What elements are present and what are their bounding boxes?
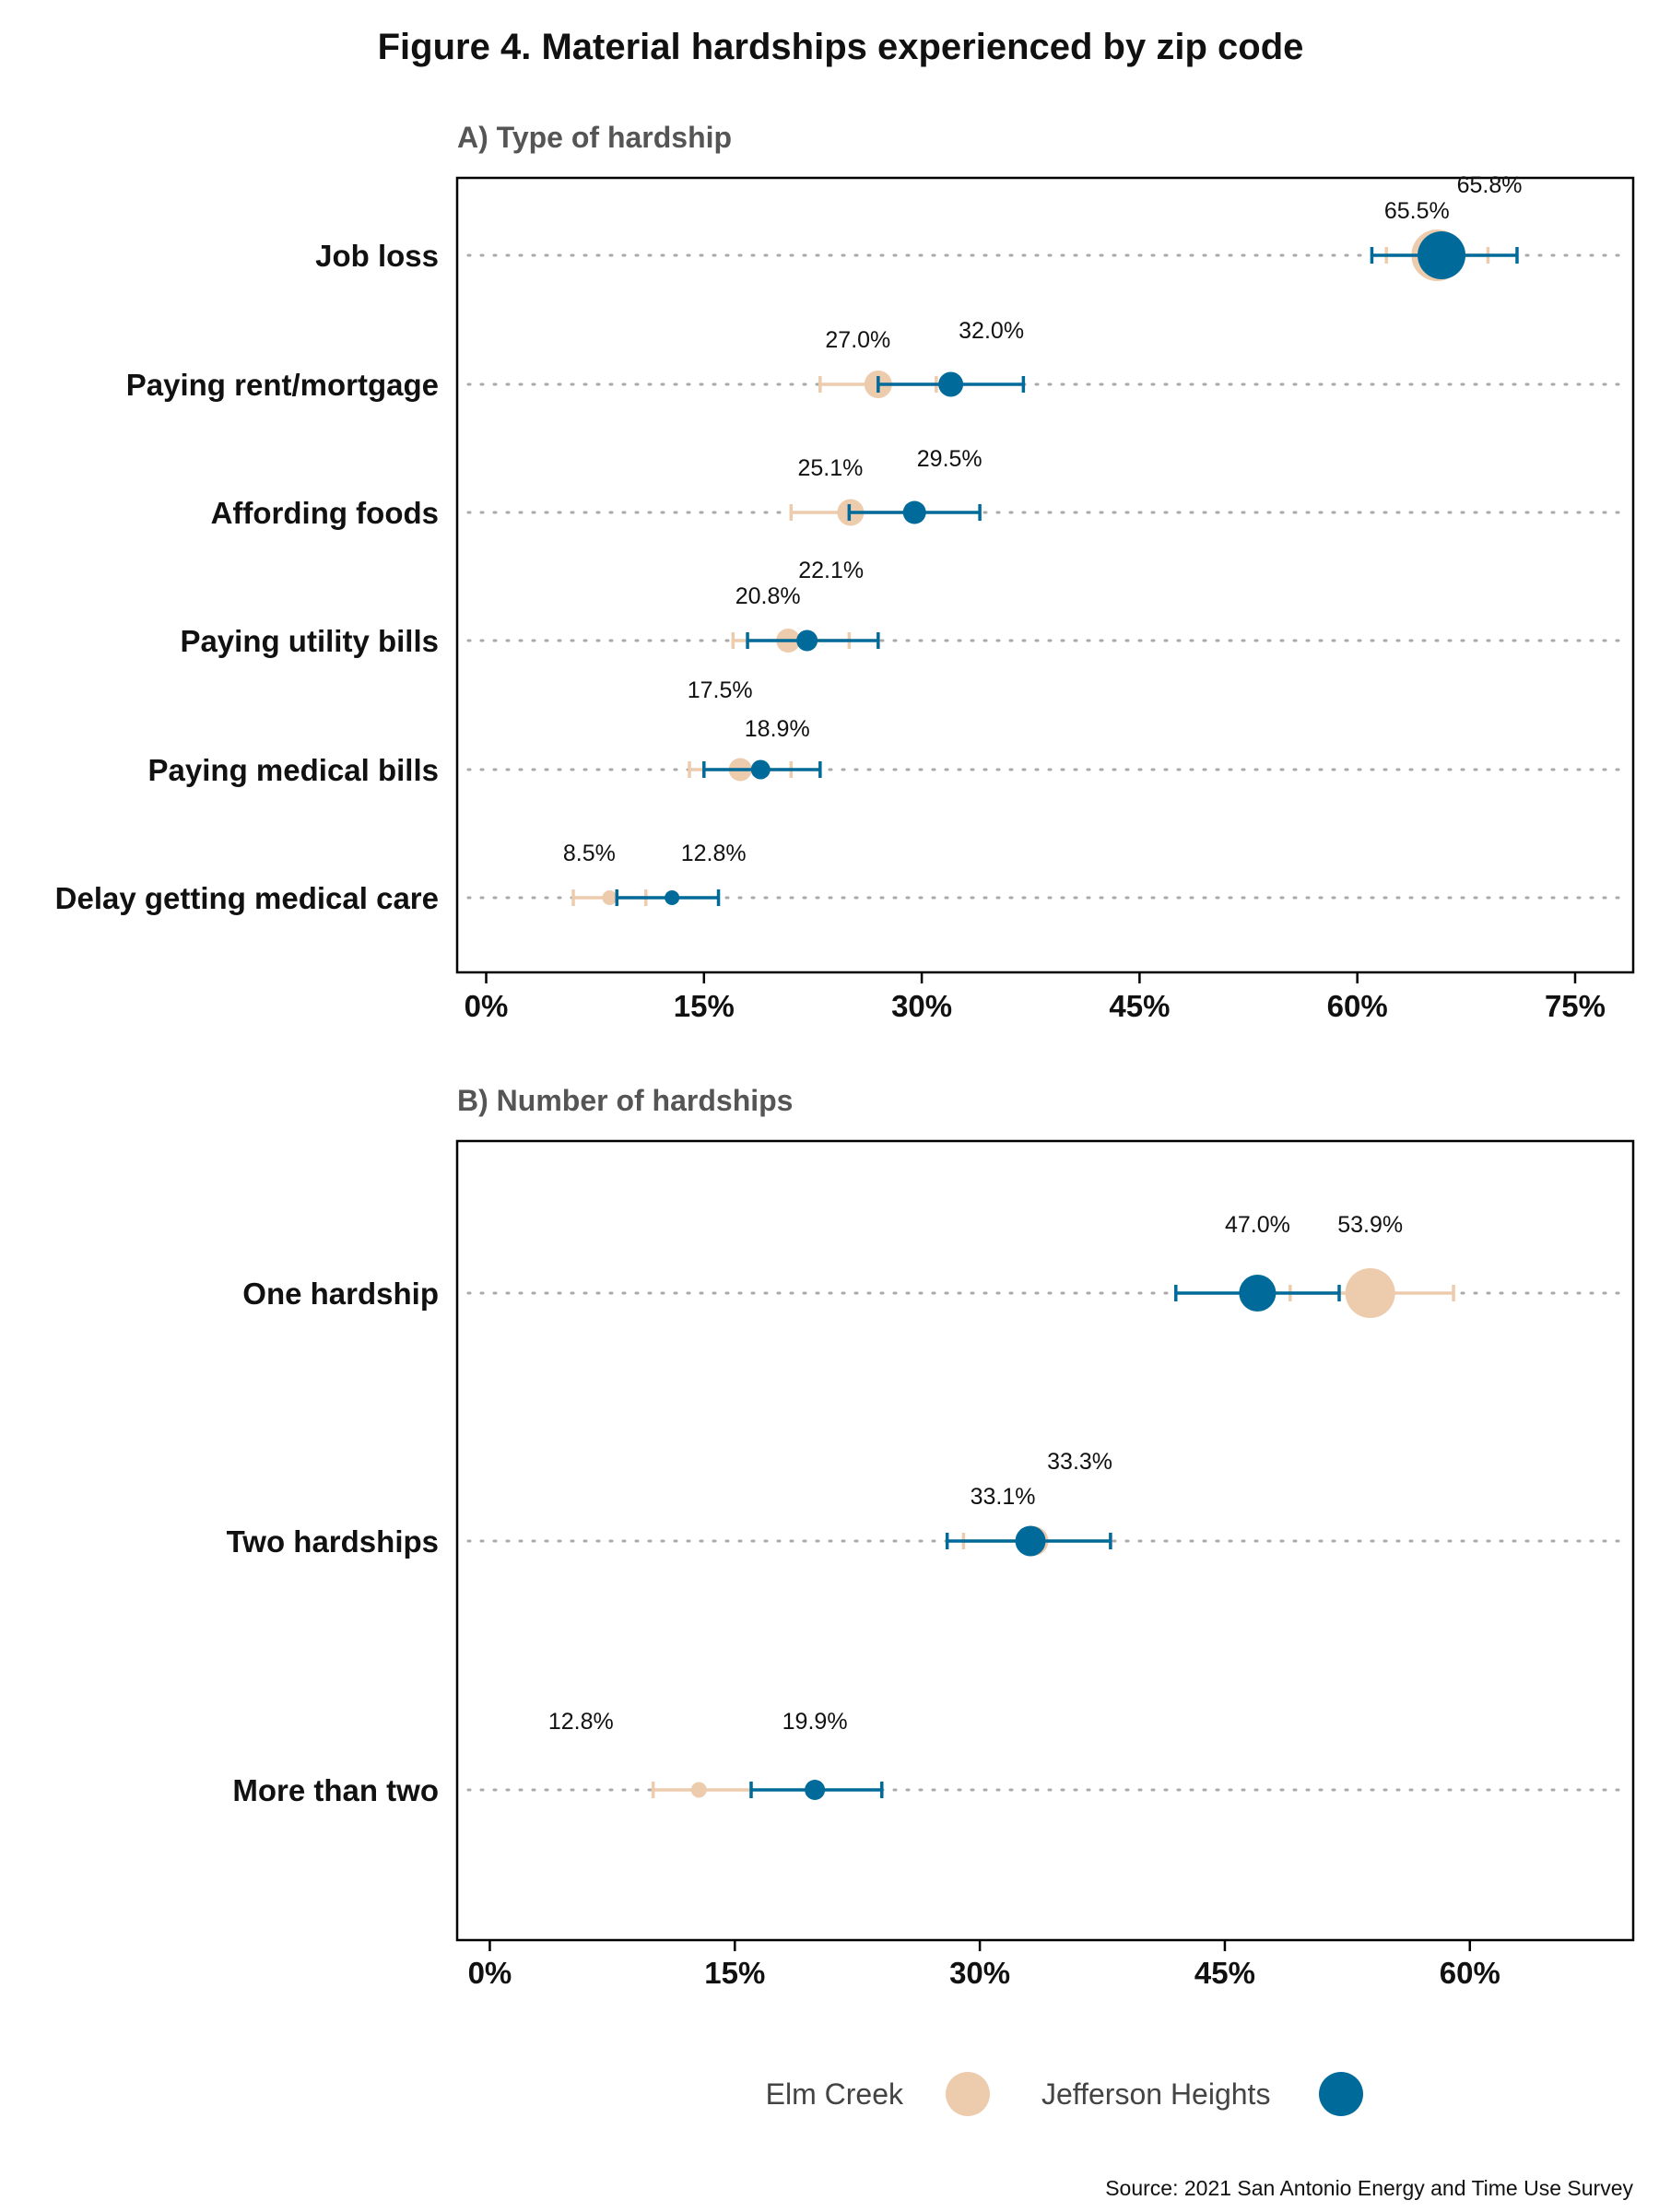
x-tick-label-a-45: 45% [1109, 989, 1170, 1023]
legend-marker-elm-creek [946, 2072, 990, 2116]
category-label-one-hardship: One hardship [242, 1277, 439, 1311]
x-tick-label-a-75: 75% [1545, 989, 1606, 1023]
x-tick-label-b-30: 30% [949, 1956, 1010, 1990]
data-label-jefferson-heights-job-loss: 65.8% [1457, 172, 1523, 198]
x-tick-label-b-0: 0% [468, 1956, 512, 1990]
data-label-jefferson-heights-paying-utility-bills: 22.1% [798, 558, 864, 583]
panel-a-title: A) Type of hardship [457, 121, 732, 154]
data-label-elm-creek-paying-medical-bills: 17.5% [688, 677, 753, 703]
panel-number-of-hardships: B) Number of hardships One hardship Two h… [227, 1084, 1635, 1990]
x-tick-label-b-60: 60% [1440, 1956, 1500, 1990]
category-label-job-loss: Job loss [315, 239, 439, 273]
data-label-jefferson-heights-paying-rent-mortgage: 32.0% [959, 318, 1024, 344]
source-note: Source: 2021 San Antonio Energy and Time… [1105, 2176, 1633, 2200]
panel-b-title: B) Number of hardships [457, 1084, 793, 1117]
data-label-elm-creek-paying-rent-mortgage: 27.0% [825, 327, 890, 353]
data-label-elm-creek-paying-utility-bills: 20.8% [735, 583, 801, 609]
point-elm-creek-more-than-two [690, 1782, 707, 1798]
legend-label-jefferson-heights: Jefferson Heights [1041, 2077, 1270, 2111]
x-tick-label-b-15: 15% [704, 1956, 765, 1990]
data-label-jefferson-heights-more-than-two: 19.9% [782, 1709, 848, 1735]
x-tick-label-b-45: 45% [1194, 1956, 1255, 1990]
category-label-delay-getting-medical-care: Delay getting medical care [55, 881, 439, 915]
point-jefferson-heights-paying-utility-bills [796, 629, 818, 652]
x-tick-label-a-30: 30% [891, 989, 952, 1023]
point-elm-creek-delay-getting-medical-care [602, 890, 618, 905]
category-label-affording-foods: Affording foods [211, 496, 439, 530]
x-tick-label-a-15: 15% [674, 989, 735, 1023]
legend: Elm Creek Jefferson Heights [766, 2072, 1363, 2116]
category-label-two-hardships: Two hardships [227, 1524, 439, 1559]
data-label-elm-creek-two-hardships: 33.3% [1047, 1449, 1112, 1475]
data-label-elm-creek-affording-foods: 25.1% [797, 455, 863, 481]
data-label-jefferson-heights-two-hardships: 33.1% [971, 1484, 1036, 1510]
data-label-jefferson-heights-affording-foods: 29.5% [917, 446, 982, 472]
point-jefferson-heights-two-hardships [1015, 1525, 1046, 1557]
data-label-jefferson-heights-one-hardship: 47.0% [1225, 1212, 1290, 1238]
point-jefferson-heights-paying-rent-mortgage [938, 371, 964, 397]
category-label-paying-medical-bills: Paying medical bills [148, 753, 439, 787]
plot-frame-b [455, 1139, 1635, 1942]
legend-marker-jefferson-heights [1319, 2072, 1363, 2116]
data-label-jefferson-heights-paying-medical-bills: 18.9% [745, 716, 810, 742]
point-jefferson-heights-one-hardship [1239, 1275, 1277, 1312]
legend-label-elm-creek: Elm Creek [766, 2077, 904, 2111]
category-label-paying-rent-mortgage: Paying rent/mortgage [126, 368, 439, 402]
data-label-elm-creek-one-hardship: 53.9% [1337, 1212, 1403, 1238]
point-jefferson-heights-delay-getting-medical-care [665, 890, 680, 905]
plot-frame-a [455, 176, 1635, 974]
data-label-elm-creek-job-loss: 65.5% [1384, 198, 1450, 224]
x-tick-label-a-0: 0% [465, 989, 509, 1023]
point-jefferson-heights-job-loss [1418, 231, 1466, 279]
data-label-elm-creek-more-than-two: 12.8% [548, 1709, 614, 1735]
point-jefferson-heights-paying-medical-bills [750, 759, 771, 780]
figure-title: Figure 4. Material hardships experienced… [378, 27, 1304, 67]
point-jefferson-heights-affording-foods [902, 500, 926, 524]
category-label-paying-utility-bills: Paying utility bills [180, 624, 439, 658]
x-tick-label-a-60: 60% [1327, 989, 1388, 1023]
panel-type-of-hardship: A) Type of hardship Job loss Paying rent/… [55, 121, 1635, 1023]
point-elm-creek-one-hardship [1345, 1268, 1395, 1318]
data-label-jefferson-heights-delay-getting-medical-care: 12.8% [681, 841, 747, 866]
point-jefferson-heights-more-than-two [805, 1780, 826, 1800]
category-label-more-than-two: More than two [232, 1773, 439, 1807]
data-label-elm-creek-delay-getting-medical-care: 8.5% [563, 841, 616, 866]
